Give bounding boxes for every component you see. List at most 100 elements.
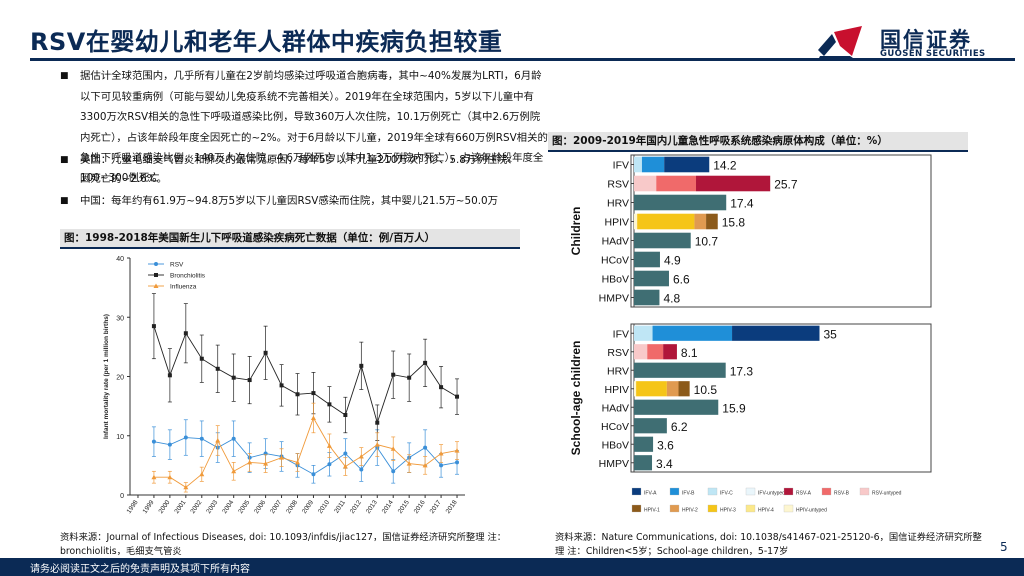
data-point-rsv: [359, 467, 364, 472]
data-point-bronchiolitis: [183, 331, 188, 336]
bar-segment: [634, 251, 660, 268]
bar-total-label: 17.4: [730, 197, 754, 211]
bar-segment: [634, 362, 726, 378]
bar-segment: [636, 381, 667, 397]
data-point-influenza: [438, 451, 444, 456]
bar-total-label: 6.2: [671, 420, 688, 434]
legend-label: IFV-untyped: [758, 491, 785, 497]
data-point-bronchiolitis: [215, 366, 220, 371]
logo-mark-left-icon: [818, 34, 836, 56]
y-axis-label: Infant mortality rate (per 1 million bir…: [103, 314, 110, 439]
bar-segment: [634, 399, 719, 415]
category-label: RSV: [607, 179, 629, 191]
bar-segment: [706, 213, 718, 230]
data-point-influenza: [295, 459, 300, 465]
data-point-influenza: [215, 437, 221, 443]
bar-segment: [634, 270, 669, 287]
bar-segment: [634, 289, 660, 306]
bar-segment: [634, 418, 667, 434]
bullet-global-text: 据估计全球范围内，几乎所有儿童在2岁前均感染过呼吸道合胞病毒，其中~40%发展为…: [80, 70, 548, 185]
legend-label: Bronchiolitis: [170, 273, 206, 280]
data-point-bronchiolitis: [263, 350, 268, 355]
x-tick-label: 2013: [365, 499, 379, 515]
x-tick-label: 2015: [397, 499, 411, 515]
bar-total-label: 25.7: [774, 178, 798, 192]
bullet-china-text: 中国：每年约有61.9万~94.8万5岁以下儿童因RSV感染而住院，其中婴儿21…: [80, 195, 499, 207]
bar-total-label: 3.4: [656, 457, 673, 471]
y-tick-label: 30: [116, 315, 124, 322]
legend-swatch: [707, 487, 718, 496]
legend-label: HPIV-untyped: [796, 508, 827, 514]
bullet-global: ■ 据估计全球范围内，几乎所有儿童在2岁前均感染过呼吸道合胞病毒，其中~40%发…: [60, 66, 930, 189]
bar-total-label: 35: [824, 327, 838, 341]
category-label: HBoV: [602, 439, 629, 451]
bar-segment: [634, 156, 642, 173]
legend-swatch: [783, 504, 794, 513]
series-line-rsv: [153, 437, 458, 475]
bar-total-label: 4.8: [663, 292, 680, 306]
bar-total-label: 3.6: [657, 438, 674, 452]
data-point-influenza: [390, 446, 396, 451]
bar-segment: [694, 213, 707, 230]
bar-segment: [634, 232, 691, 249]
bar-total-label: 15.9: [722, 401, 746, 415]
bar-segment: [664, 156, 710, 173]
bar-total-label: 17.3: [730, 364, 754, 378]
data-point-rsv: [455, 460, 460, 465]
data-point-bronchiolitis: [375, 420, 380, 425]
data-point-bronchiolitis: [151, 324, 156, 329]
category-label: HCoV: [601, 421, 629, 433]
legend-swatch: [707, 504, 718, 513]
data-point-bronchiolitis: [247, 378, 252, 383]
group-label: School-age children: [569, 341, 583, 456]
category-label: HPIV: [604, 384, 629, 396]
data-point-bronchiolitis: [311, 391, 316, 396]
data-point-influenza: [247, 459, 253, 465]
category-label: HCoV: [601, 255, 629, 267]
data-point-influenza: [326, 443, 332, 448]
x-tick-label: 2012: [349, 499, 363, 515]
data-point-rsv: [439, 463, 444, 468]
data-point-influenza: [279, 455, 285, 460]
right-source-note: 资料来源：Nature Communications, doi: 10.1038…: [555, 532, 982, 557]
data-point-rsv: [151, 439, 156, 444]
data-point-influenza: [183, 484, 189, 490]
data-point-influenza: [406, 461, 412, 466]
data-point-rsv: [327, 462, 332, 467]
legend-label: HPIV-3: [720, 508, 736, 514]
category-label: HMPV: [599, 293, 629, 305]
legend-marker: [154, 262, 158, 266]
bar-segment: [634, 344, 648, 360]
bar-segment: [732, 325, 820, 341]
x-tick-label: 2014: [381, 499, 395, 515]
bar-total-label: 4.9: [664, 254, 681, 268]
bullet-mark: ■: [60, 71, 69, 81]
bar-segment: [696, 175, 771, 192]
bar-chart: Children IFV 14.2 RSV 25.7 HRV 17.4 HPIV 15.8 HAd…: [569, 154, 932, 514]
category-label: HPIV: [604, 217, 629, 229]
bar-segment: [656, 175, 697, 192]
bar-segment: [647, 344, 664, 360]
right-caption-rule: [548, 150, 968, 152]
logo-mark-right-icon: [834, 26, 862, 56]
data-point-influenza: [263, 461, 269, 466]
data-point-bronchiolitis: [231, 375, 236, 380]
panel-frame: [630, 323, 932, 473]
page-number: 5: [1000, 540, 1008, 554]
legend-label: IFV-C: [720, 491, 733, 497]
legend-label: RSV-B: [834, 491, 850, 497]
data-point-rsv: [167, 442, 172, 447]
bullet-usa-text: 美国：儿童毛细支气管炎和肺炎的最常见原因，每年5岁以下儿童210万次门诊、5.8…: [80, 154, 518, 184]
left-chart-caption: 图：1998-2018年美国新生儿下呼吸道感染疾病死亡数据（单位：例/百万人）: [60, 229, 520, 247]
series-line-influenza: [153, 416, 458, 488]
bar-segment: [663, 344, 677, 360]
x-tick-label: 2003: [205, 499, 219, 515]
data-point-bronchiolitis: [439, 385, 444, 390]
category-label: RSV: [607, 347, 629, 359]
y-tick-label: 40: [116, 256, 124, 263]
x-tick-label: 2018: [445, 499, 459, 515]
bar-segment: [634, 213, 638, 230]
bar-total-label: 10.7: [695, 235, 719, 249]
data-point-influenza: [422, 462, 428, 468]
data-point-influenza: [151, 474, 157, 480]
